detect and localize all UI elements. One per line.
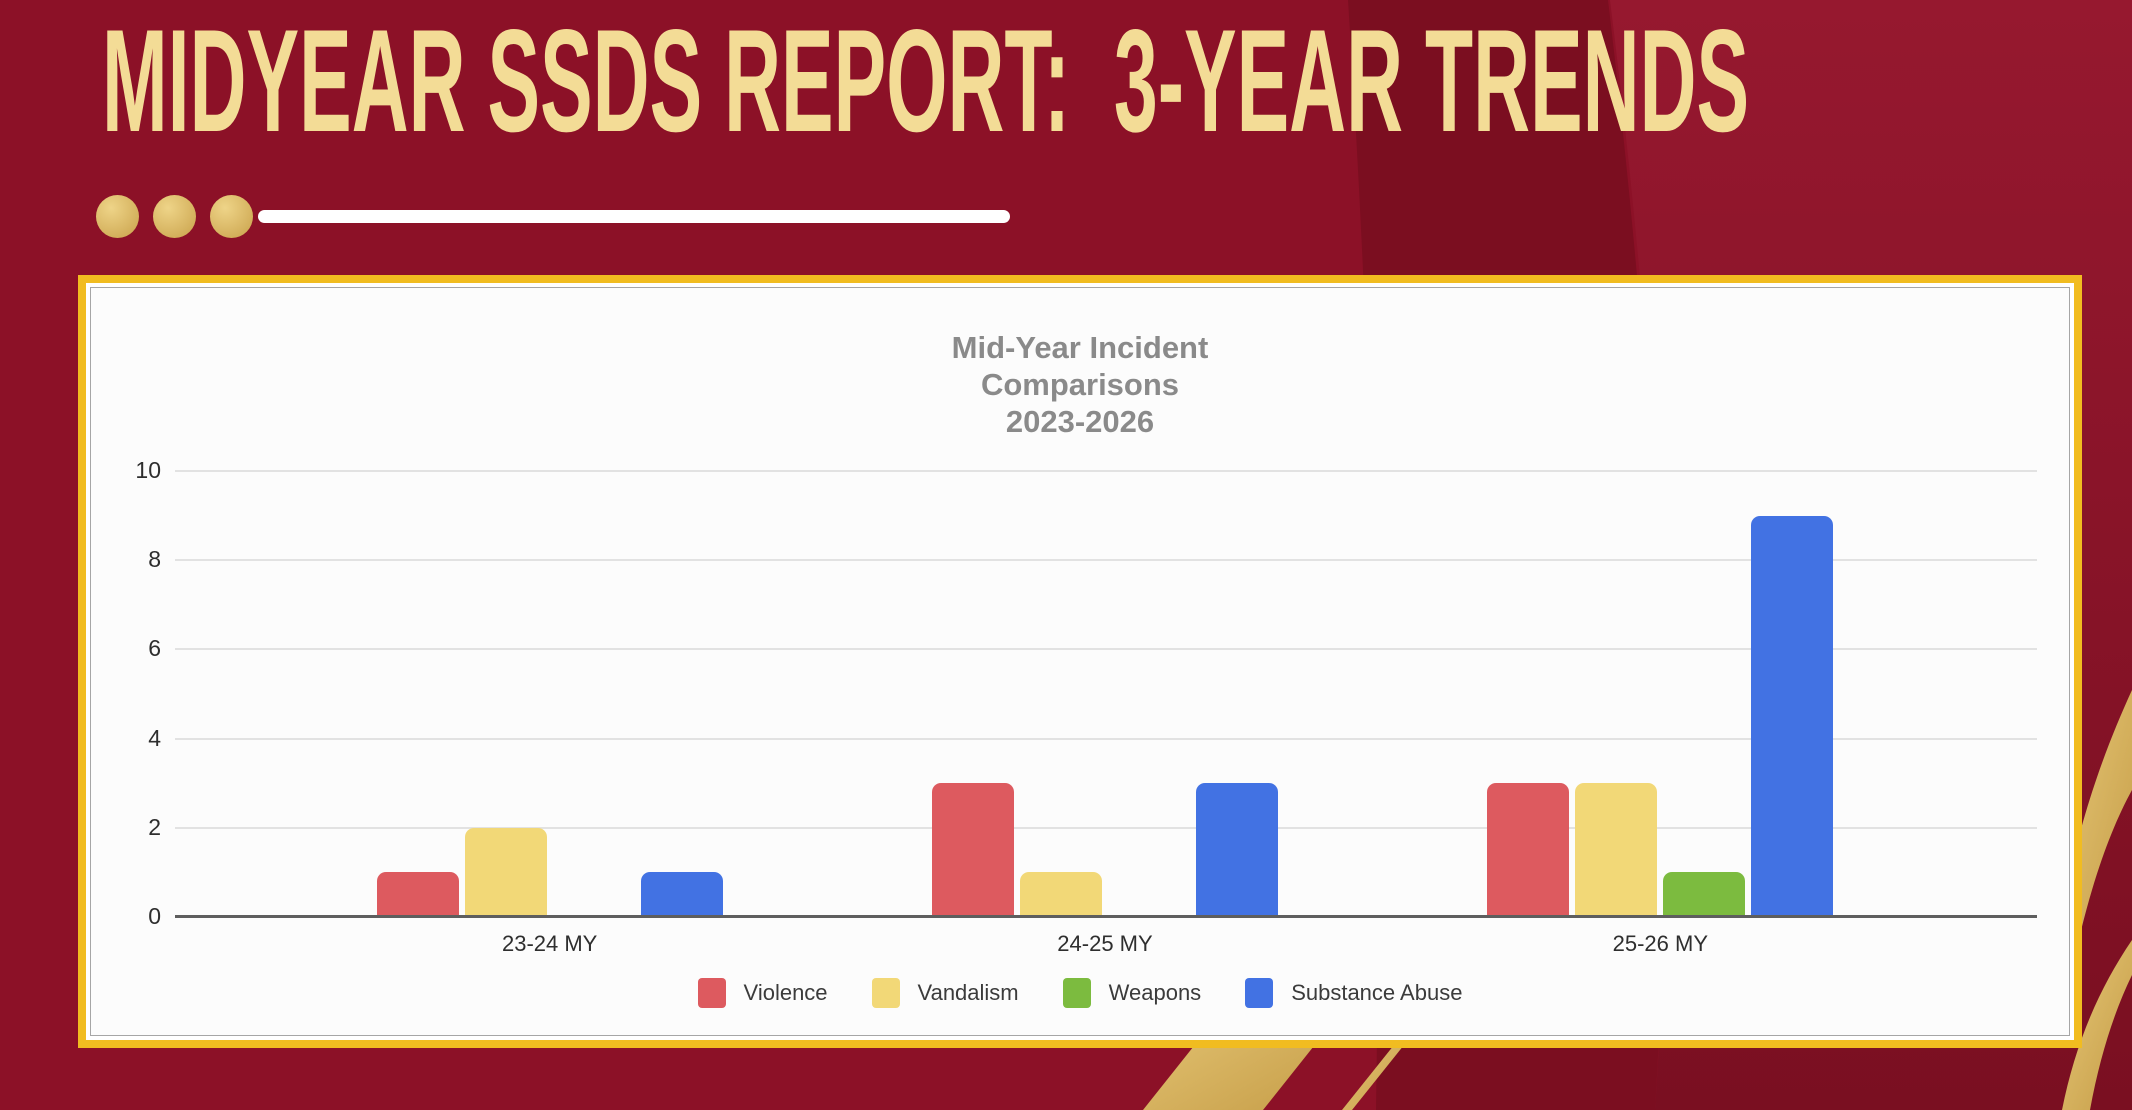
bar-substance-abuse: [1195, 783, 1278, 917]
bars-row: [272, 471, 1938, 917]
legend-label: Weapons: [1108, 980, 1202, 1005]
chart-title-line: Mid-Year Incident: [951, 330, 1209, 365]
chart-title: Mid-Year Incident Comparisons 2023-2026: [91, 329, 2069, 440]
gold-swoosh-lower: [2062, 940, 2132, 1110]
chart-area: Mid-Year Incident Comparisons 2023-2026 23…: [90, 287, 2070, 1036]
legend-swatch: [1245, 978, 1274, 1008]
gridline: [175, 826, 2037, 829]
bar-vandalism: [464, 827, 547, 917]
x-axis-label: 24-25 MY: [1057, 931, 1153, 956]
bar-vandalism: [1019, 872, 1102, 917]
bar-violence: [1487, 783, 1570, 917]
bar-violence: [376, 872, 459, 917]
gridline: [175, 737, 2037, 740]
legend-label: Substance Abuse: [1291, 980, 1463, 1005]
chart-panel: Mid-Year Incident Comparisons 2023-2026 23…: [78, 275, 2082, 1048]
x-axis-label: 25-26 MY: [1612, 931, 1709, 956]
bar-substance-abuse: [640, 872, 723, 917]
gold-dot: [153, 195, 196, 238]
bar-substance-abuse: [1751, 515, 1834, 917]
legend-swatch: [697, 978, 726, 1008]
gridline: [175, 470, 2037, 472]
y-axis-label: 0: [148, 903, 161, 929]
gridline: [175, 648, 2037, 651]
y-axis-label: 10: [135, 457, 161, 483]
plot-area: [175, 470, 2037, 918]
gold-dot: [96, 195, 139, 238]
bar-violence: [931, 783, 1014, 917]
legend-swatch: [1062, 978, 1091, 1008]
x-axis-labels: 23-24 MY 24-25 MY 25-26 MY: [272, 931, 1938, 957]
legend-swatch: [871, 978, 900, 1008]
slide-title: MIDYEAR SSDS REPORT: 3-YEAR TRENDS: [102, 0, 1750, 162]
chart-title-line: 2023-2026: [1005, 404, 1155, 439]
bar-group-24-25-my: [827, 471, 1382, 917]
decor-line: [258, 210, 1010, 223]
x-axis-label: 23-24 MY: [501, 931, 598, 956]
legend-item-vandalism: Vandalism: [871, 978, 1019, 1008]
x-axis-line: [175, 915, 2037, 918]
legend-item-substance-abuse: Substance Abuse: [1245, 978, 1462, 1008]
gridline: [175, 559, 2037, 562]
y-axis-label: 6: [148, 635, 161, 662]
gold-dot: [210, 195, 253, 238]
y-axis-label: 8: [148, 546, 161, 573]
y-axis-label: 2: [148, 813, 161, 840]
bar-group-23-24-my: [272, 471, 827, 917]
legend-item-weapons: Weapons: [1062, 978, 1202, 1008]
bar-vandalism: [1575, 783, 1658, 917]
chart-title-line: Comparisons: [980, 367, 1180, 402]
decor-dots: [96, 195, 253, 238]
bar-weapons: [1663, 872, 1746, 917]
legend-label: Violence: [743, 980, 828, 1005]
bar-group-25-26-my: [1383, 471, 1938, 917]
legend: Violence Vandalism Weapons Substance Abuse: [91, 978, 2069, 1008]
legend-item-violence: Violence: [697, 978, 828, 1008]
y-axis-label: 4: [148, 724, 161, 751]
legend-label: Vandalism: [917, 980, 1019, 1005]
